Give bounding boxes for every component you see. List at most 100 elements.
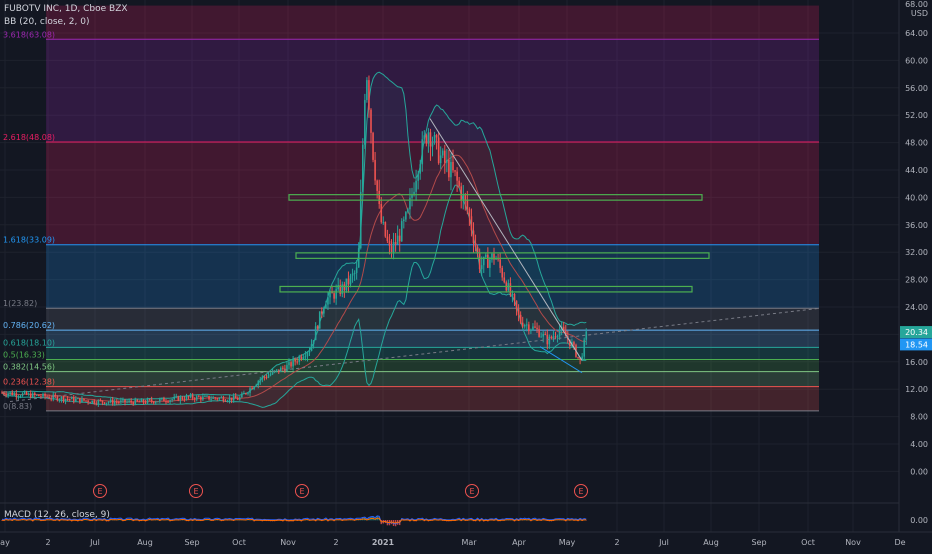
candle-body (428, 132, 430, 143)
candle-body (356, 267, 358, 272)
candle-body (337, 285, 339, 289)
candle-body (171, 399, 173, 400)
candle-body (231, 398, 233, 401)
candle-body (319, 311, 321, 328)
candle-body (473, 231, 475, 243)
candle-body (257, 381, 259, 385)
candle-body (475, 243, 477, 247)
candle-body (477, 247, 479, 253)
candle-body (251, 388, 253, 389)
candle-body (79, 398, 81, 402)
candle-body (378, 191, 380, 204)
candle-body (5, 394, 7, 395)
candle-body (266, 377, 268, 378)
candle-body (216, 398, 218, 399)
candle-body (374, 160, 376, 181)
time-tick-label: Sep (184, 538, 199, 547)
symbol-title[interactable]: FUBOTV INC, 1D, Cboe BZX (4, 3, 128, 16)
time-tick-label: Mar (461, 538, 477, 547)
candle-body (9, 392, 11, 393)
candle-body (239, 397, 241, 399)
candle-body (440, 155, 442, 163)
candle-body (380, 204, 382, 222)
candle-body (499, 259, 501, 268)
candle-body (159, 399, 161, 401)
candle-body (327, 297, 329, 304)
candle-body (503, 277, 505, 282)
time-tick-label: 2021 (372, 538, 395, 547)
candle-body (323, 308, 325, 313)
last-price-label: 18.54 (905, 340, 928, 349)
candle-body (16, 393, 18, 396)
candle-body (28, 394, 30, 395)
candle-body (385, 222, 387, 236)
candle-body (460, 186, 462, 200)
price-tick-label: 48.00 (905, 139, 928, 148)
candle-body (32, 393, 34, 397)
candle-body (167, 402, 169, 403)
candle-body (424, 135, 426, 139)
candle-body (155, 402, 157, 403)
candle-body (520, 315, 522, 323)
candle-body (294, 359, 296, 361)
candle-body (34, 393, 36, 395)
candle-body (188, 396, 190, 397)
time-tick-label: 2 (45, 538, 50, 547)
earnings-marker-label: E (578, 487, 583, 496)
fib-level-label: 0.618(18.10) (3, 338, 55, 347)
time-tick-label: May (559, 538, 576, 547)
candle-body (372, 133, 374, 160)
price-tick-label: 0.00 (910, 467, 928, 476)
candle-body (18, 396, 20, 397)
fib-level-label: 0.236(12.38) (3, 378, 55, 387)
candle-body (321, 311, 323, 313)
price-tick-label: 60.00 (905, 56, 928, 65)
price-tick-label: 40.00 (905, 193, 928, 202)
candle-body (262, 377, 264, 379)
candle-body (446, 160, 448, 163)
candle-body (479, 253, 481, 269)
time-tick-label: Jul (658, 538, 669, 547)
bb-indicator-label[interactable]: BB (20, close, 2, 0) (4, 16, 128, 29)
candle-body (175, 396, 177, 397)
candle-body (401, 221, 403, 241)
macd-indicator-label[interactable]: MACD (12, 26, close, 9) (4, 510, 110, 520)
candle-body (145, 402, 147, 403)
candle-body (454, 170, 456, 171)
candle-body (344, 284, 346, 290)
candle-body (184, 399, 186, 400)
candle-body (512, 294, 514, 295)
candle-body (333, 293, 335, 298)
price-tick-label: 56.00 (905, 84, 928, 93)
candle-body (69, 399, 71, 400)
price-tick-label: 8.00 (910, 413, 928, 422)
price-tick-label: 16.00 (905, 358, 928, 367)
candle-body (510, 283, 512, 295)
candle-body (307, 352, 309, 356)
candle-body (124, 400, 126, 403)
candle-body (325, 305, 327, 309)
price-tick-label: 24.00 (905, 303, 928, 312)
candle-body (534, 326, 536, 327)
candle-body (315, 326, 317, 340)
candle-body (370, 110, 372, 133)
candle-body (583, 340, 585, 357)
fib-zone (46, 347, 819, 359)
candle-body (227, 401, 229, 402)
candle-body (108, 402, 110, 403)
candle-body (456, 172, 458, 181)
candle-body (301, 357, 303, 359)
candle-body (100, 400, 102, 401)
candle-body (229, 398, 231, 401)
time-tick-label: Apr (512, 538, 527, 547)
candle-body (233, 396, 235, 400)
candle-body (110, 400, 112, 402)
candle-body (542, 334, 544, 337)
candle-body (221, 397, 223, 398)
candle-body (389, 241, 391, 246)
time-tick-label: 2 (614, 538, 619, 547)
fib-level-label: 0(8.83) (3, 402, 32, 411)
candle-body (290, 362, 292, 366)
